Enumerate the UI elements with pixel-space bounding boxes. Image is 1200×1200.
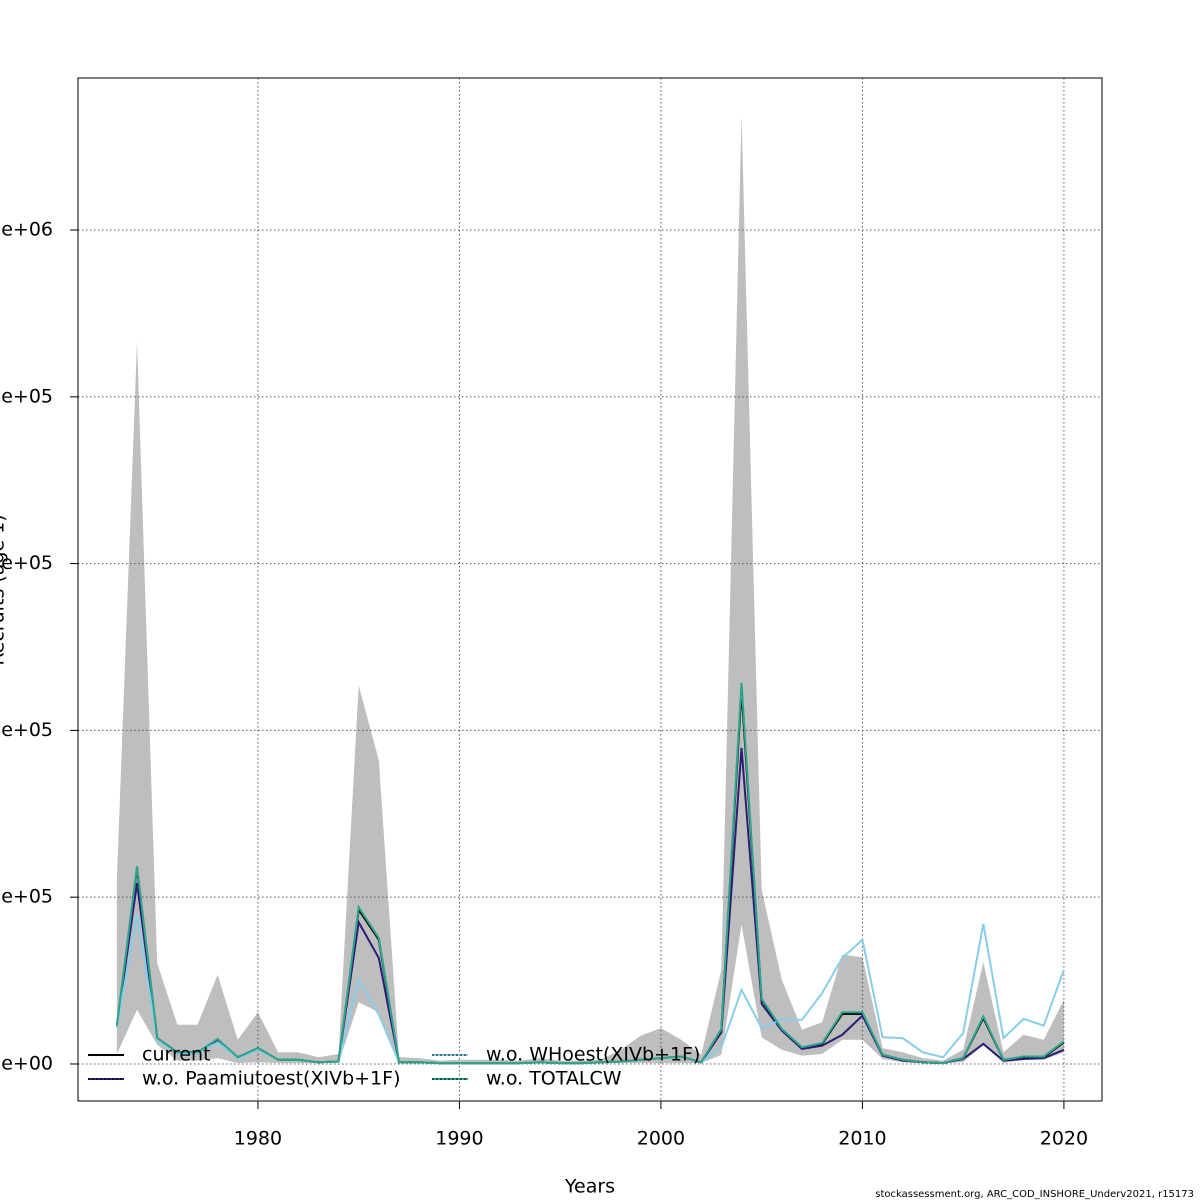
x-tick-label: 2020: [1040, 1128, 1088, 1150]
footnote: stockassessment.org, ARC_COD_INSHORE_Und…: [875, 1189, 1194, 1200]
y-tick-label: 6e+05: [0, 552, 53, 574]
legend-label: w.o. TOTALCW: [486, 1068, 622, 1090]
y-tick-label: 8e+05: [0, 385, 53, 407]
x-axis-label: Years: [564, 1176, 615, 1198]
y-tick-label: 0e+00: [0, 1052, 53, 1074]
confidence-band: [116, 114, 1064, 1064]
y-tick-label: 4e+05: [0, 719, 53, 741]
y-axis-label: Recruits (age 1): [0, 514, 9, 665]
legend-label: current: [142, 1044, 211, 1066]
plot-frame: [77, 77, 1103, 1102]
y-tick-label: 2e+05: [0, 886, 53, 908]
legend-label: w.o. WHoest(XIVb+1F): [486, 1044, 700, 1066]
x-tick-label: 2010: [838, 1128, 886, 1150]
x-tick-label: 1980: [234, 1128, 282, 1150]
y-tick-label: 1e+06: [0, 219, 53, 241]
series-line: [115, 682, 1065, 1065]
legend-label: w.o. Paamiutoest(XIVb+1F): [142, 1068, 400, 1090]
x-tick-label: 1990: [435, 1128, 483, 1150]
series-line: [115, 690, 1065, 1065]
x-tick-label: 2000: [637, 1128, 685, 1150]
